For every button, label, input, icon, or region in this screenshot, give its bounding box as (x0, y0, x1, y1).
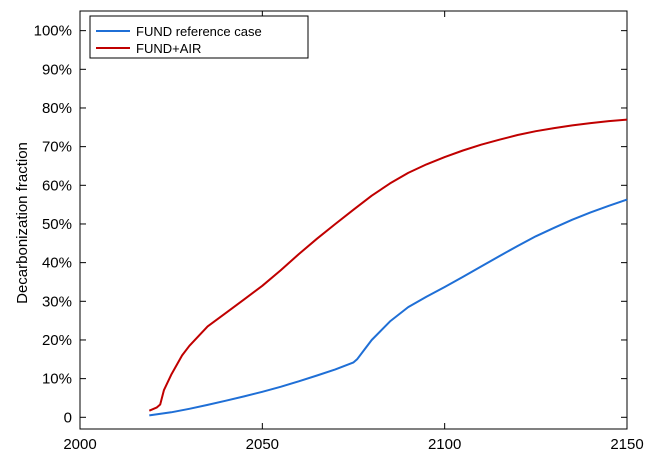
x-tick-label: 2100 (428, 436, 461, 453)
y-tick-label: 10% (42, 371, 72, 388)
legend-label-fund-air: FUND+AIR (136, 41, 201, 56)
legend-box (89, 15, 309, 59)
y-tick-label: 50% (42, 216, 72, 233)
y-tick-label: 20% (42, 332, 72, 349)
series-line-fund-air (148, 118, 628, 412)
y-tick-label: 90% (42, 61, 72, 78)
y-tick-label: 70% (42, 139, 72, 156)
x-tick-label: 2000 (63, 436, 96, 453)
x-tick-label: 2150 (610, 436, 643, 453)
y-tick-label: 60% (42, 177, 72, 194)
y-tick-label: 0 (64, 409, 72, 426)
x-axis-ticks: 2000 2050 2100 2150 (63, 11, 644, 453)
legend: FUND reference case FUND+AIR (89, 15, 309, 59)
y-axis-ticks: 0 10% 20% 30% 40% 50% 60% 70% 80% 90% 100% (34, 23, 627, 426)
y-tick-label: 100% (34, 23, 72, 40)
y-tick-label: 30% (42, 293, 72, 310)
y-axis-title: Decarbonization fraction (14, 142, 31, 304)
y-tick-label: 40% (42, 255, 72, 272)
legend-label-fund-reference: FUND reference case (136, 24, 262, 39)
y-tick-label: 80% (42, 100, 72, 117)
series-layer (148, 118, 628, 417)
series-line-fund-reference (149, 198, 628, 417)
plot-frame (79, 10, 628, 430)
x-tick-label: 2050 (246, 436, 279, 453)
